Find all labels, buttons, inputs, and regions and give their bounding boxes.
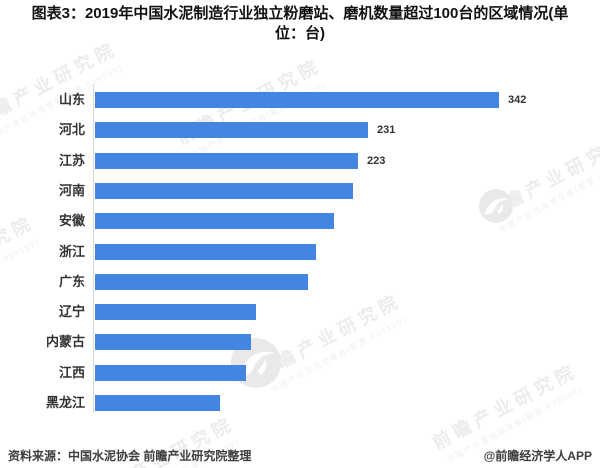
bar-内蒙古 (95, 334, 251, 350)
category-label: 广东 (58, 274, 85, 289)
category-label: 山东 (58, 92, 85, 107)
category-label: 江苏 (58, 153, 85, 168)
category-label: 江西 (58, 365, 85, 380)
category-label: 安徽 (58, 213, 85, 228)
chart-title-line2: 位：台) (275, 25, 325, 42)
category-label: 河南 (58, 183, 85, 198)
bar-浙江 (95, 244, 316, 260)
bar-河南 (95, 183, 353, 199)
bar-广东 (95, 274, 308, 290)
chart-title-line1: 图表3：2019年中国水泥制造行业独立粉磨站、磨机数量超过100台的区域情况(单 (31, 5, 569, 22)
source-note: 资料来源：中国水泥协会 前瞻产业研究院整理 (8, 449, 252, 463)
bar-山东 (95, 92, 499, 108)
value-label: 342 (508, 94, 527, 106)
category-label: 内蒙古 (45, 334, 85, 349)
value-label: 231 (377, 124, 396, 136)
footer: 资料来源：中国水泥协会 前瞻产业研究院整理 @前瞻经济学人APP (8, 448, 592, 464)
credit-note: @前瞻经济学人APP (483, 449, 592, 463)
bar-河北 (95, 122, 368, 138)
bar-江西 (95, 365, 246, 381)
category-label: 黑龙江 (45, 395, 85, 410)
y-axis-line (93, 84, 94, 413)
bar-安徽 (95, 213, 334, 229)
bar-黑龙江 (95, 395, 220, 411)
category-label: 浙江 (58, 244, 85, 259)
category-label: 辽宁 (58, 304, 85, 319)
bar-江苏 (95, 153, 358, 169)
category-label: 河北 (58, 122, 85, 137)
chart-title: 图表3：2019年中国水泥制造行业独立粉磨站、磨机数量超过100台的区域情况(单… (0, 4, 600, 44)
value-label: 223 (367, 155, 386, 167)
bar-辽宁 (95, 304, 256, 320)
